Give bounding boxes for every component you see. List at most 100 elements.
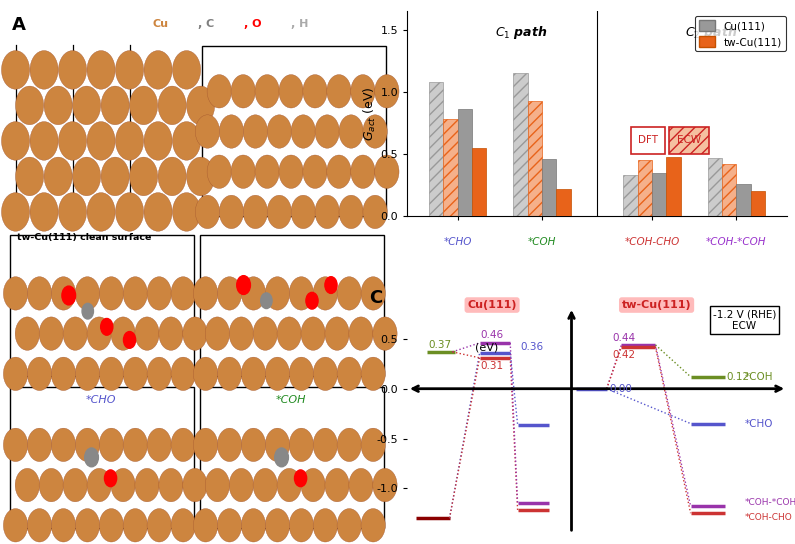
Circle shape xyxy=(123,331,136,348)
Circle shape xyxy=(39,468,64,502)
Circle shape xyxy=(325,317,349,350)
Circle shape xyxy=(85,448,99,467)
Circle shape xyxy=(99,509,123,542)
Circle shape xyxy=(267,115,292,148)
Circle shape xyxy=(337,357,362,391)
Circle shape xyxy=(44,157,72,196)
Circle shape xyxy=(3,357,28,391)
Circle shape xyxy=(243,195,268,228)
Circle shape xyxy=(289,357,313,391)
Circle shape xyxy=(51,428,76,461)
Circle shape xyxy=(229,468,254,502)
Circle shape xyxy=(72,157,101,196)
Circle shape xyxy=(183,468,207,502)
Circle shape xyxy=(99,357,123,391)
Circle shape xyxy=(59,51,87,89)
Circle shape xyxy=(171,357,196,391)
Circle shape xyxy=(104,470,117,487)
Circle shape xyxy=(289,277,313,310)
Circle shape xyxy=(76,509,99,542)
Circle shape xyxy=(171,428,196,461)
Circle shape xyxy=(266,277,289,310)
Circle shape xyxy=(115,51,144,89)
Text: , H: , H xyxy=(291,18,308,29)
Text: 0.44: 0.44 xyxy=(612,333,635,343)
Circle shape xyxy=(123,277,147,310)
Circle shape xyxy=(267,195,292,228)
Bar xyxy=(472,148,487,217)
Circle shape xyxy=(361,428,386,461)
Bar xyxy=(623,175,638,217)
Circle shape xyxy=(205,317,230,350)
Text: *CHO: *CHO xyxy=(86,394,116,405)
Circle shape xyxy=(207,155,231,188)
Circle shape xyxy=(72,86,101,125)
Circle shape xyxy=(39,317,64,350)
Circle shape xyxy=(147,357,172,391)
Circle shape xyxy=(76,277,99,310)
Text: *COH-CHO: *COH-CHO xyxy=(624,237,680,247)
Circle shape xyxy=(289,428,313,461)
Circle shape xyxy=(266,428,289,461)
Circle shape xyxy=(3,428,28,461)
Circle shape xyxy=(30,51,58,89)
Text: Cu: Cu xyxy=(153,18,169,29)
Circle shape xyxy=(205,468,230,502)
Circle shape xyxy=(196,115,219,148)
Text: $C_2$ path: $C_2$ path xyxy=(684,23,737,41)
Circle shape xyxy=(16,157,44,196)
Circle shape xyxy=(363,195,387,228)
Circle shape xyxy=(313,277,337,310)
Circle shape xyxy=(16,86,44,125)
Circle shape xyxy=(279,155,303,188)
Circle shape xyxy=(51,357,76,391)
Text: 0.00: 0.00 xyxy=(609,384,632,394)
Circle shape xyxy=(135,317,159,350)
Circle shape xyxy=(349,317,373,350)
Circle shape xyxy=(187,157,215,196)
Circle shape xyxy=(135,468,159,502)
Circle shape xyxy=(111,468,135,502)
Circle shape xyxy=(173,51,200,89)
Y-axis label: $G_{act}$ (eV): $G_{act}$ (eV) xyxy=(362,86,378,141)
Circle shape xyxy=(27,428,52,461)
Text: , O: , O xyxy=(243,18,261,29)
Circle shape xyxy=(255,155,279,188)
Circle shape xyxy=(27,509,52,542)
Circle shape xyxy=(159,317,183,350)
Circle shape xyxy=(349,468,373,502)
Bar xyxy=(722,164,736,217)
Circle shape xyxy=(123,357,147,391)
Text: *COH-CHO: *COH-CHO xyxy=(744,512,793,522)
Circle shape xyxy=(3,509,28,542)
Circle shape xyxy=(261,293,272,308)
Circle shape xyxy=(183,317,207,350)
Circle shape xyxy=(87,317,111,350)
Text: *COH-*COH: *COH-*COH xyxy=(706,237,766,247)
Circle shape xyxy=(101,318,113,335)
Bar xyxy=(750,191,765,217)
Circle shape xyxy=(231,75,255,108)
Text: *COH-*COH: *COH-*COH xyxy=(744,498,795,507)
Circle shape xyxy=(27,357,52,391)
Circle shape xyxy=(339,195,363,228)
Legend: Cu(111), tw-Cu(111): Cu(111), tw-Cu(111) xyxy=(695,16,785,51)
Circle shape xyxy=(313,357,337,391)
Circle shape xyxy=(337,428,362,461)
Circle shape xyxy=(242,509,266,542)
Circle shape xyxy=(253,317,277,350)
Text: , C: , C xyxy=(198,18,214,29)
Bar xyxy=(514,73,528,217)
Circle shape xyxy=(217,428,242,461)
Circle shape xyxy=(301,468,325,502)
Circle shape xyxy=(30,122,58,160)
Text: (eV): (eV) xyxy=(475,342,498,353)
Circle shape xyxy=(361,509,386,542)
Circle shape xyxy=(374,75,399,108)
Bar xyxy=(652,173,666,217)
Circle shape xyxy=(111,317,135,350)
Circle shape xyxy=(123,509,147,542)
Circle shape xyxy=(306,292,318,309)
Text: C: C xyxy=(369,289,382,307)
Circle shape xyxy=(158,157,186,196)
